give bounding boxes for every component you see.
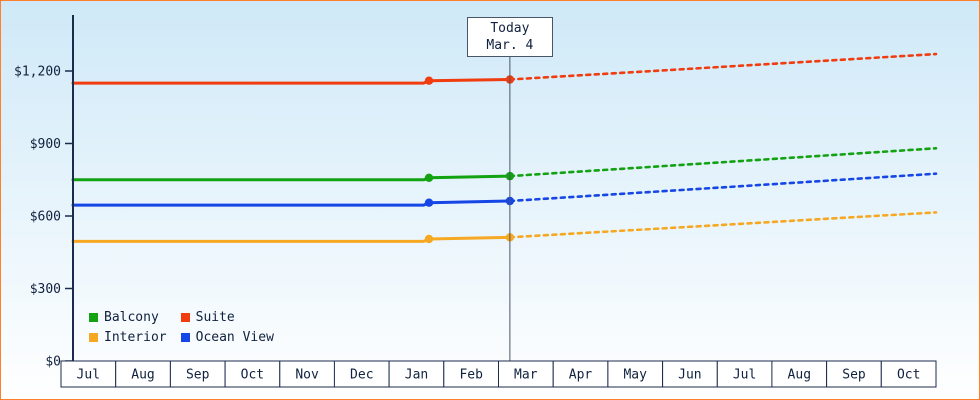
forecast-line — [508, 172, 938, 203]
legend-item-balcony: Balcony — [89, 310, 167, 325]
month-label: Sep — [186, 368, 210, 383]
suite-swatch-icon — [180, 313, 190, 322]
month-label: Mar — [514, 368, 538, 383]
month-cell — [716, 360, 773, 388]
month-label: Feb — [459, 368, 483, 383]
data-point — [424, 198, 434, 207]
month-cell — [224, 360, 281, 388]
y-tick-label: $1,200 — [14, 65, 61, 80]
today-marker-callout: Today Mar. 4 — [466, 17, 553, 57]
forecast-line — [508, 211, 938, 239]
interior-swatch-icon — [89, 333, 98, 342]
series-ocean-view — [71, 172, 938, 207]
legend-label-ocean-view: Ocean View — [195, 330, 274, 345]
y-tick-label: $600 — [30, 210, 61, 225]
forecast-line — [508, 52, 938, 81]
month-label: Dec — [350, 368, 373, 383]
chart-legend: Balcony Suite Interior Ocean View — [89, 310, 274, 345]
today-date: Mar. 4 — [486, 38, 534, 53]
legend-item-interior: Interior — [89, 330, 167, 345]
month-label: May — [623, 368, 647, 383]
month-label: Jul — [77, 368, 100, 383]
series-suite — [71, 52, 938, 85]
month-label: Oct — [897, 368, 920, 383]
month-label: Apr — [569, 368, 593, 383]
today-title: Today — [490, 21, 530, 36]
legend-label-interior: Interior — [104, 330, 167, 345]
month-cell — [333, 360, 390, 388]
month-label: Oct — [241, 368, 264, 383]
balcony-swatch-icon — [89, 313, 98, 322]
month-cell — [115, 360, 171, 388]
month-cell — [880, 360, 937, 388]
month-cell — [279, 360, 335, 388]
month-cell — [498, 360, 554, 388]
legend-item-ocean-view: Ocean View — [180, 330, 274, 345]
forecast-line — [508, 147, 938, 178]
y-tick-label: $300 — [30, 282, 61, 297]
data-point — [424, 173, 434, 182]
month-cell — [771, 360, 828, 388]
month-label: Jan — [405, 368, 428, 383]
series-interior — [71, 211, 938, 244]
data-point — [424, 234, 434, 244]
month-label: Sep — [842, 368, 866, 383]
month-label: Aug — [788, 368, 811, 383]
month-label: Nov — [295, 368, 319, 383]
month-label: Jun — [678, 368, 701, 383]
ocean-view-swatch-icon — [180, 333, 190, 342]
data-point — [424, 76, 434, 85]
series-balcony — [71, 147, 938, 182]
legend-label-balcony: Balcony — [104, 310, 159, 325]
legend-item-suite: Suite — [180, 310, 274, 325]
month-cell — [169, 360, 226, 388]
month-cell — [552, 360, 609, 388]
month-cell — [388, 360, 445, 388]
month-cell — [443, 360, 499, 388]
y-tick-label: $0 — [45, 355, 61, 370]
y-tick-label: $900 — [30, 137, 61, 152]
legend-label-suite: Suite — [195, 310, 235, 325]
month-label: Jul — [733, 368, 756, 383]
month-label: Aug — [131, 368, 154, 383]
